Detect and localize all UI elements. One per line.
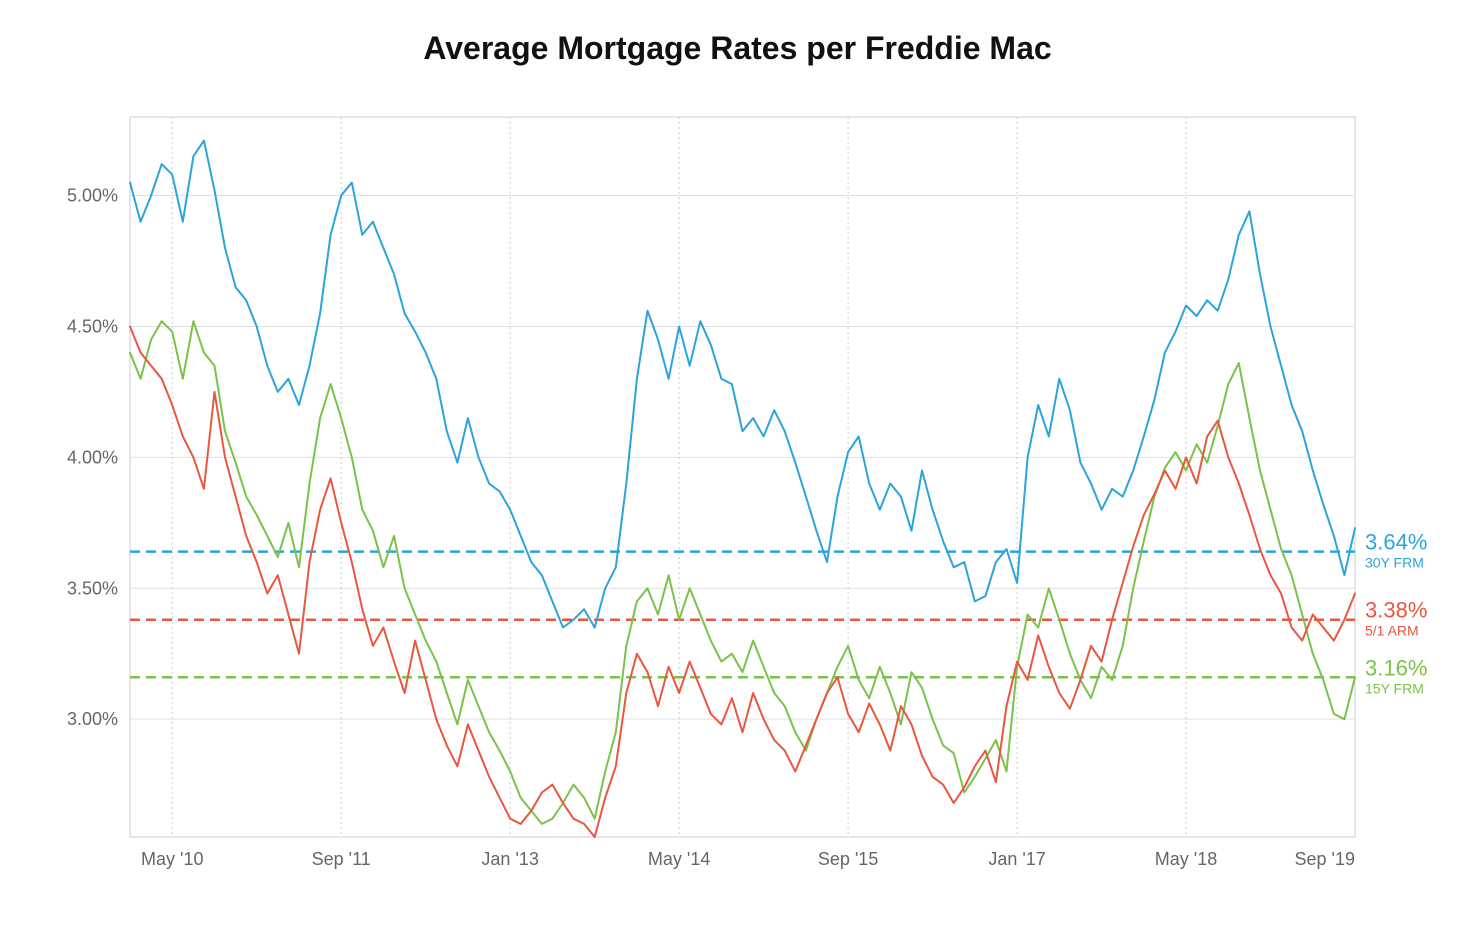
series-line: [130, 141, 1355, 628]
series-end-value: 3.64%: [1365, 530, 1427, 555]
series-end-value: 3.16%: [1365, 655, 1427, 680]
chart-title: Average Mortgage Rates per Freddie Mac: [20, 30, 1455, 67]
x-tick-label: Sep '11: [312, 849, 371, 869]
y-tick-label: 4.50%: [67, 316, 118, 336]
chart-plot-area: 3.00% 3.50% 4.00% 4.50% 5.00% May '10 Sep '11 J…: [40, 97, 1455, 927]
x-tick-label: May '10: [141, 849, 203, 869]
y-tick-label: 5.00%: [67, 186, 118, 206]
x-tick-label: May '14: [648, 849, 710, 869]
x-tick-label: Jan '17: [988, 849, 1045, 869]
y-tick-label: 4.00%: [67, 447, 118, 467]
y-tick-label: 3.00%: [67, 709, 118, 729]
series-end-name: 5/1 ARM: [1365, 623, 1419, 639]
line-chart-svg: 3.00% 3.50% 4.00% 4.50% 5.00% May '10 Sep '11 J…: [40, 97, 1475, 927]
x-tick-label: Jan '13: [481, 849, 538, 869]
x-tick-label: Sep '15: [818, 849, 879, 869]
series-end-value: 3.38%: [1365, 598, 1427, 623]
x-tick-label: May '18: [1155, 849, 1217, 869]
series-line: [130, 327, 1355, 838]
x-tick-label: Sep '19: [1295, 849, 1356, 869]
series-end-name: 15Y FRM: [1365, 680, 1424, 696]
y-tick-label: 3.50%: [67, 578, 118, 598]
series-end-name: 30Y FRM: [1365, 555, 1424, 571]
series-line: [130, 321, 1355, 824]
chart-container: Average Mortgage Rates per Freddie Mac 3…: [20, 30, 1455, 927]
